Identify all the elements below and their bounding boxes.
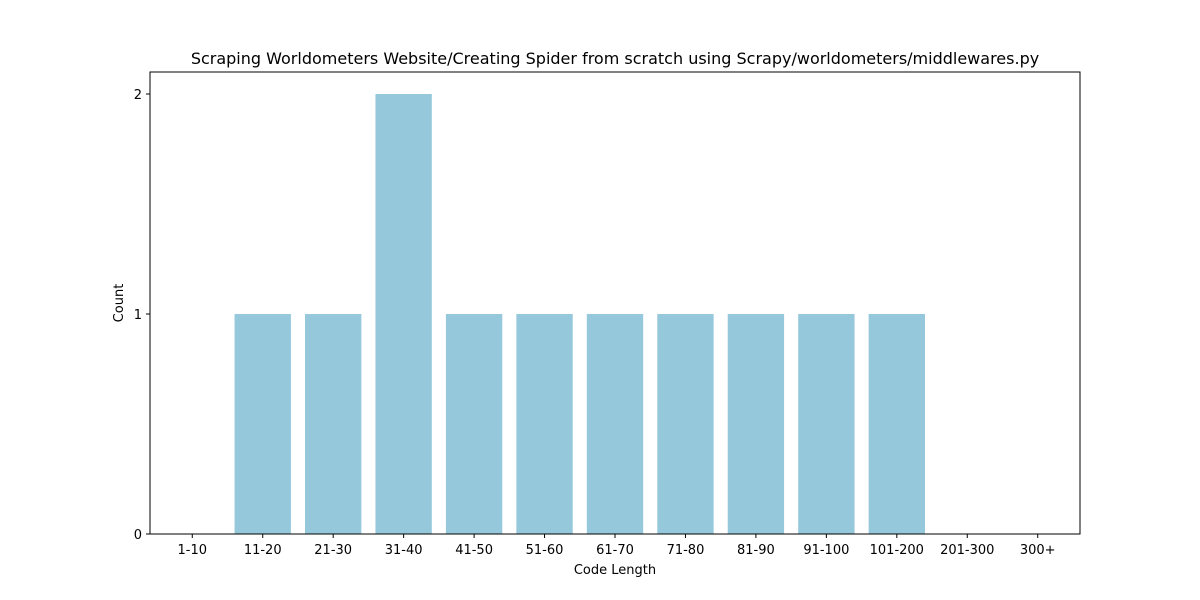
bar-41-50 <box>445 314 503 534</box>
x-tick-label: 21-30 <box>314 543 352 558</box>
x-tick-label: 61-70 <box>596 543 634 558</box>
x-tick-label: 41-50 <box>455 543 493 558</box>
x-axis: 1-10 11-20 21-30 31-40 41-50 51-60 61-70 71-80 8… <box>178 534 1056 558</box>
x-tick-label: 81-90 <box>737 543 775 558</box>
y-axis: 0 1 2 <box>134 88 150 543</box>
bar-21-30 <box>305 314 362 534</box>
x-tick-label: 201-300 <box>940 543 994 558</box>
bar-101-200 <box>868 314 925 534</box>
bar-71-80 <box>657 314 714 534</box>
x-axis-label: Code Length <box>574 563 656 578</box>
bar-51-60 <box>516 314 573 534</box>
x-tick-label: 51-60 <box>526 543 564 558</box>
y-tick-label: 0 <box>134 528 142 543</box>
y-tick-label: 2 <box>134 88 142 103</box>
bar-11-20 <box>234 314 291 534</box>
y-axis-label: Count <box>112 284 127 323</box>
x-tick-label: 31-40 <box>385 543 423 558</box>
bars-group <box>234 94 925 534</box>
x-tick-label: 91-100 <box>803 543 849 558</box>
bar-61-70 <box>586 314 644 534</box>
x-tick-label: 71-80 <box>667 543 705 558</box>
x-tick-label: 11-20 <box>244 543 282 558</box>
x-tick-label: 300+ <box>1020 543 1056 558</box>
x-tick-label: 101-200 <box>870 543 924 558</box>
bar-81-90 <box>727 314 785 534</box>
bar-91-100 <box>798 314 855 534</box>
y-tick-label: 1 <box>134 308 142 323</box>
bar-31-40 <box>375 94 432 534</box>
chart-title: Scraping Worldometers Website/Creating S… <box>191 49 1039 68</box>
x-tick-label: 1-10 <box>178 543 208 558</box>
